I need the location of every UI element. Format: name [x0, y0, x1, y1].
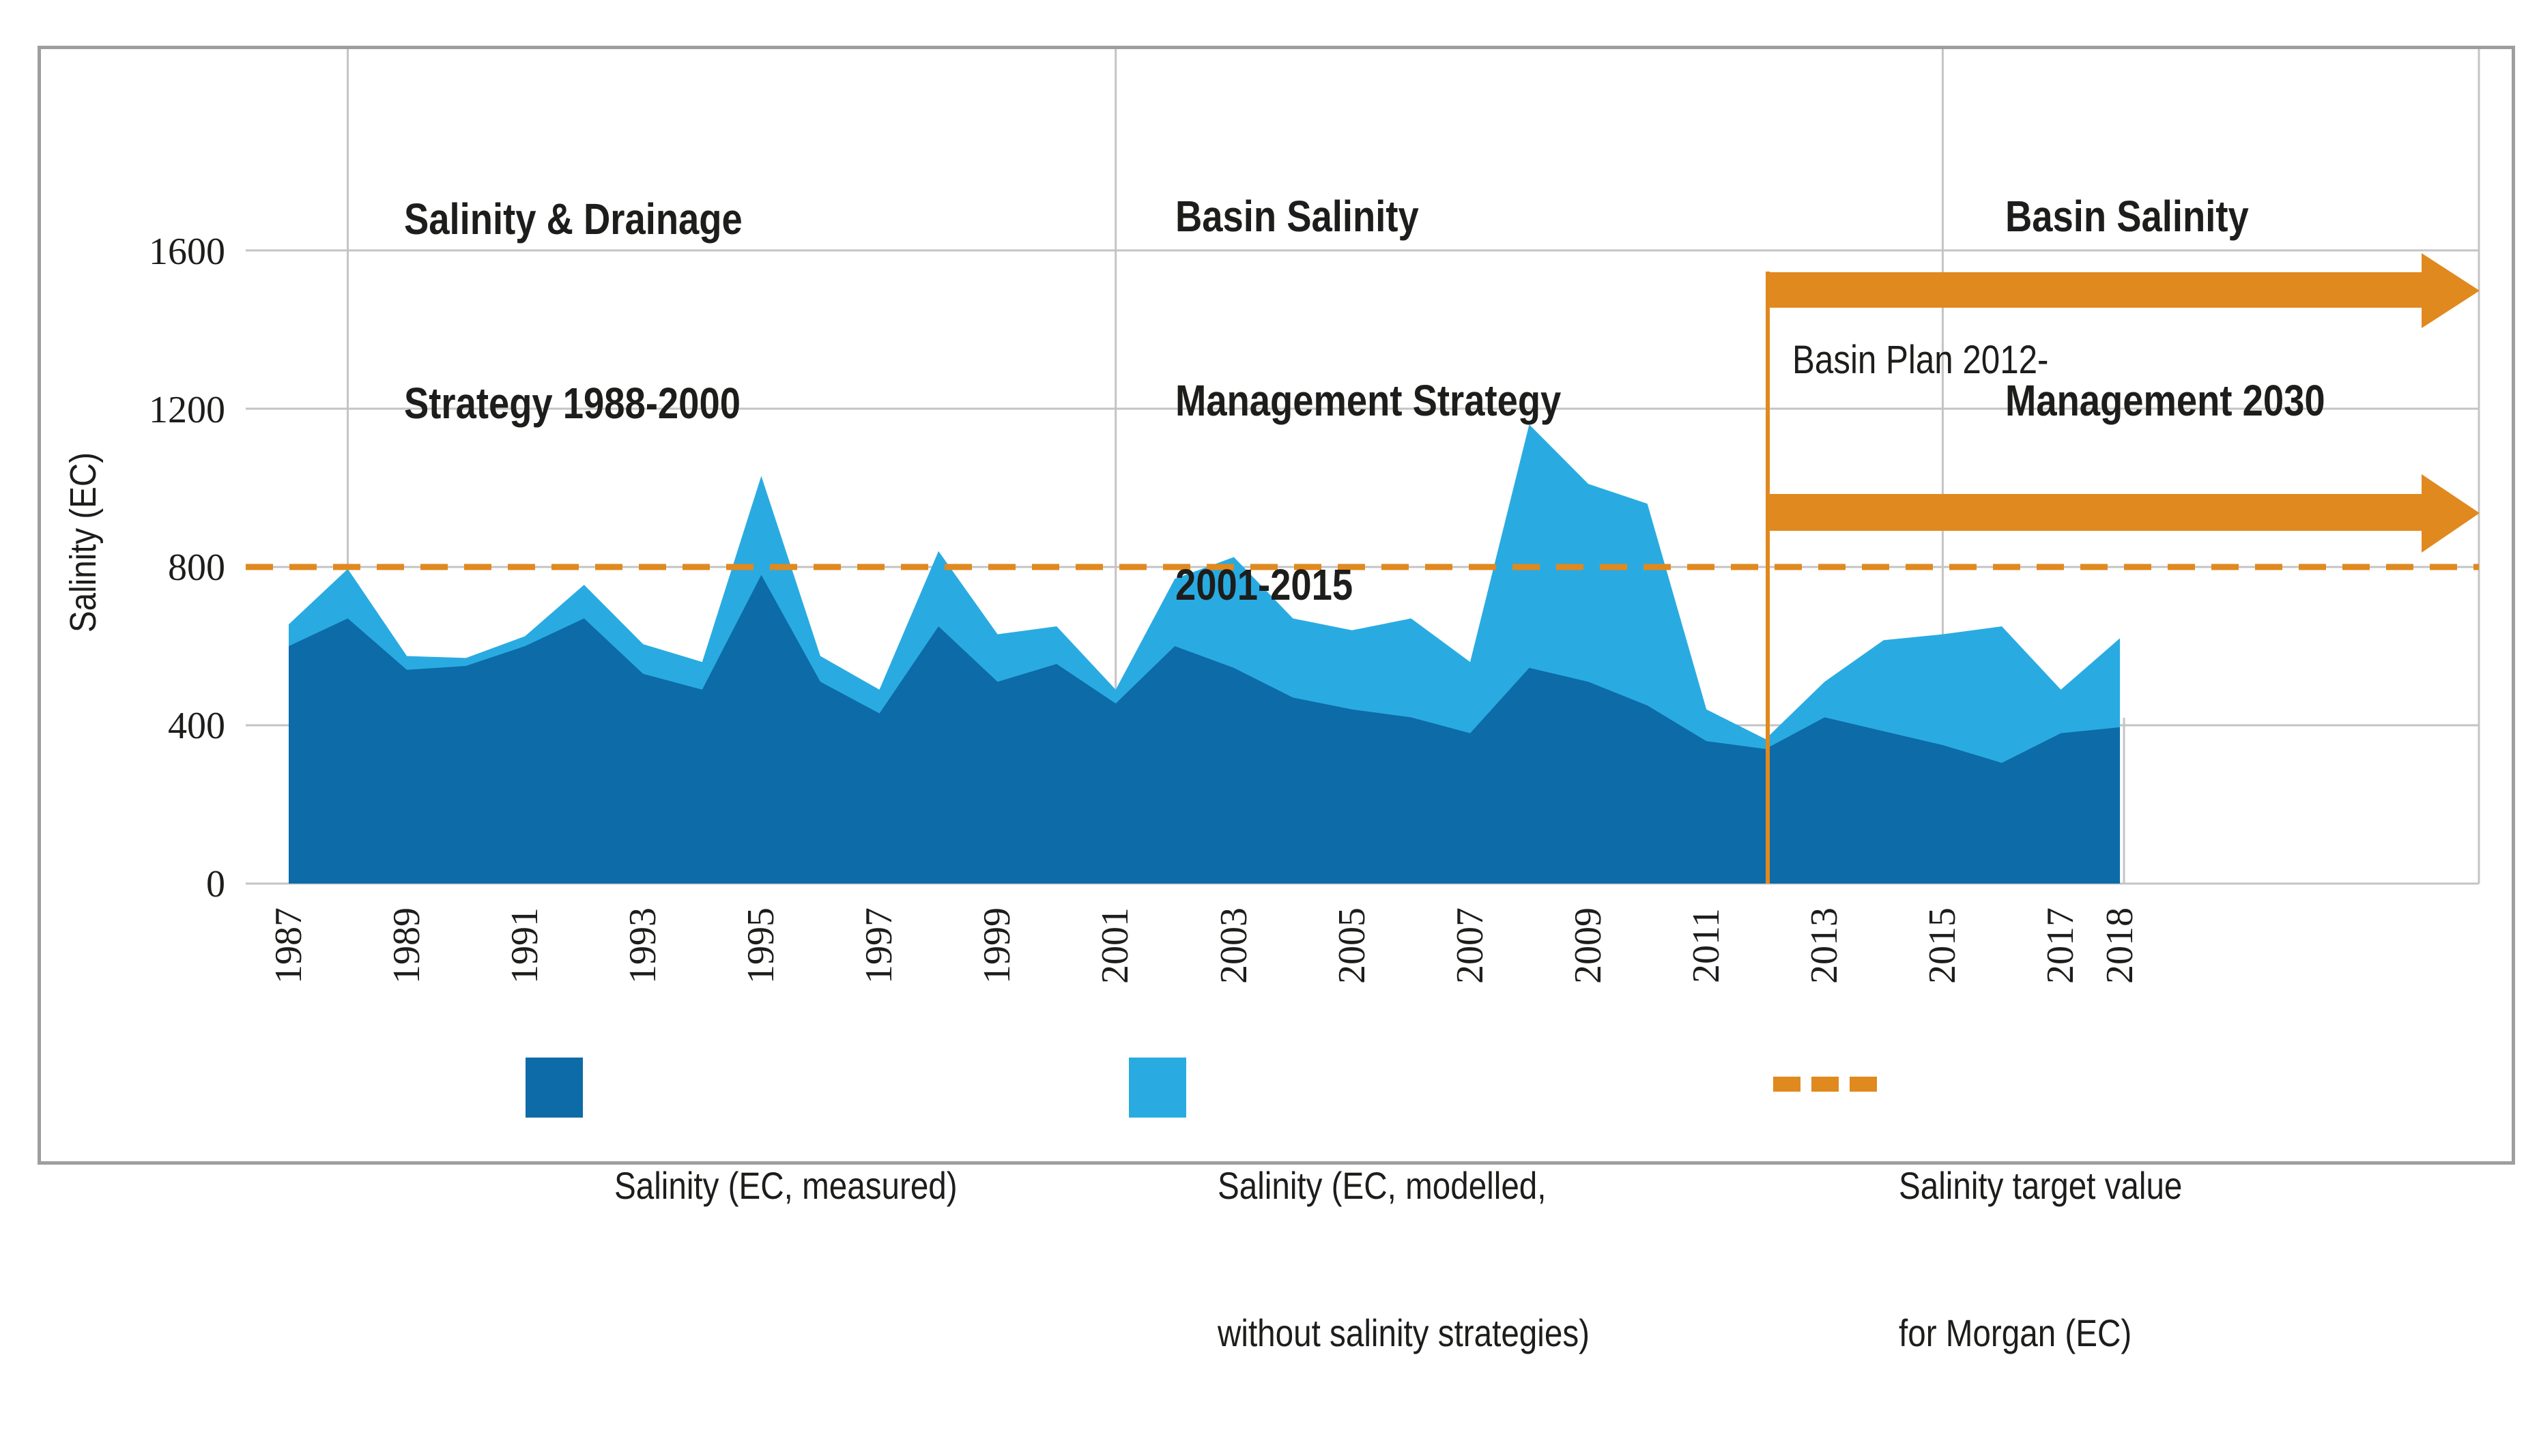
- panel-title-line: Management Strategy: [1175, 376, 1562, 425]
- panel-title-basin-salinity-management-strategy: Basin Salinity Management Strategy 2001-…: [1175, 63, 1561, 738]
- panel-title-salinity-drainage-strategy: Salinity & Drainage Strategy 1988-2000: [404, 65, 743, 557]
- panel-title-line: Management 2030: [2005, 376, 2325, 425]
- dash-icon: [1773, 1077, 1800, 1092]
- y-tick-1600: 1600: [149, 231, 225, 273]
- x-tick-2018: 2018: [2099, 907, 2141, 984]
- x-tick-2009: 2009: [1567, 907, 1609, 984]
- y-axis-label: Salinity (EC): [63, 452, 104, 633]
- x-tick-2003: 2003: [1213, 907, 1255, 984]
- salinity-chart: [246, 49, 2480, 885]
- panel-title-basin-salinity-management-2030: Basin Salinity Management 2030: [2005, 63, 2325, 554]
- x-tick-1999: 1999: [976, 907, 1018, 984]
- x-tick-2015: 2015: [1921, 907, 1964, 984]
- x-tick-1991: 1991: [504, 907, 546, 984]
- basin-plan-arrow-upper: [1768, 253, 2480, 328]
- dash-icon: [1811, 1077, 1839, 1092]
- x-tick-2011: 2011: [1685, 908, 1727, 983]
- x-tick-2017: 2017: [2039, 907, 2082, 984]
- x-tick-2013: 2013: [1803, 907, 1846, 984]
- y-tick-400: 400: [168, 705, 225, 747]
- legend-label-line: Salinity (EC, measured): [614, 1164, 958, 1207]
- panel-title-line: Strategy 1988-2000: [404, 379, 741, 428]
- legend-swatch-target-dashes: [1773, 1077, 1877, 1092]
- x-tick-1995: 1995: [740, 907, 782, 984]
- legend-label-line: Salinity (EC, modelled,: [1218, 1164, 1547, 1207]
- legend-item-modelled: Salinity (EC, modelled, without salinity…: [1218, 1063, 1590, 1456]
- legend-label-line: without salinity strategies): [1218, 1311, 1590, 1354]
- x-tick-2005: 2005: [1331, 907, 1373, 984]
- x-tick-1987: 1987: [268, 907, 310, 984]
- area-salinity-measured: [289, 574, 2121, 884]
- panel-title-line: Salinity & Drainage: [404, 194, 743, 244]
- legend-label-line: Salinity target value: [1899, 1164, 2183, 1207]
- legend-label-line: for Morgan (EC): [1899, 1311, 2132, 1354]
- y-tick-1200: 1200: [149, 389, 225, 431]
- x-tick-1993: 1993: [622, 907, 664, 984]
- legend-swatch-measured: [526, 1058, 583, 1118]
- y-tick-800: 800: [168, 547, 225, 589]
- x-tick-2007: 2007: [1449, 907, 1491, 984]
- panel-title-line: 2001-2015: [1175, 560, 1353, 609]
- legend-item-measured: Salinity (EC, measured): [614, 1063, 958, 1309]
- legend-swatch-modelled: [1129, 1058, 1186, 1118]
- basin-plan-arrow-lower: [1768, 474, 2480, 553]
- legend-item-target: Salinity target value for Morgan (EC): [1899, 1063, 2182, 1456]
- salinity-figure: Salinity (EC) 1600 1200 800 400 0 1987 1…: [38, 46, 2515, 1354]
- panel-title-line: Basin Salinity: [1175, 192, 1419, 241]
- x-tick-1989: 1989: [386, 907, 428, 984]
- x-tick-1997: 1997: [858, 907, 900, 984]
- y-tick-0: 0: [206, 863, 225, 905]
- basin-plan-label: Basin Plan 2012-: [1792, 338, 2049, 382]
- x-tick-2001: 2001: [1094, 907, 1136, 984]
- panel-title-line: Basin Salinity: [2005, 192, 2249, 241]
- dash-icon: [1850, 1077, 1877, 1092]
